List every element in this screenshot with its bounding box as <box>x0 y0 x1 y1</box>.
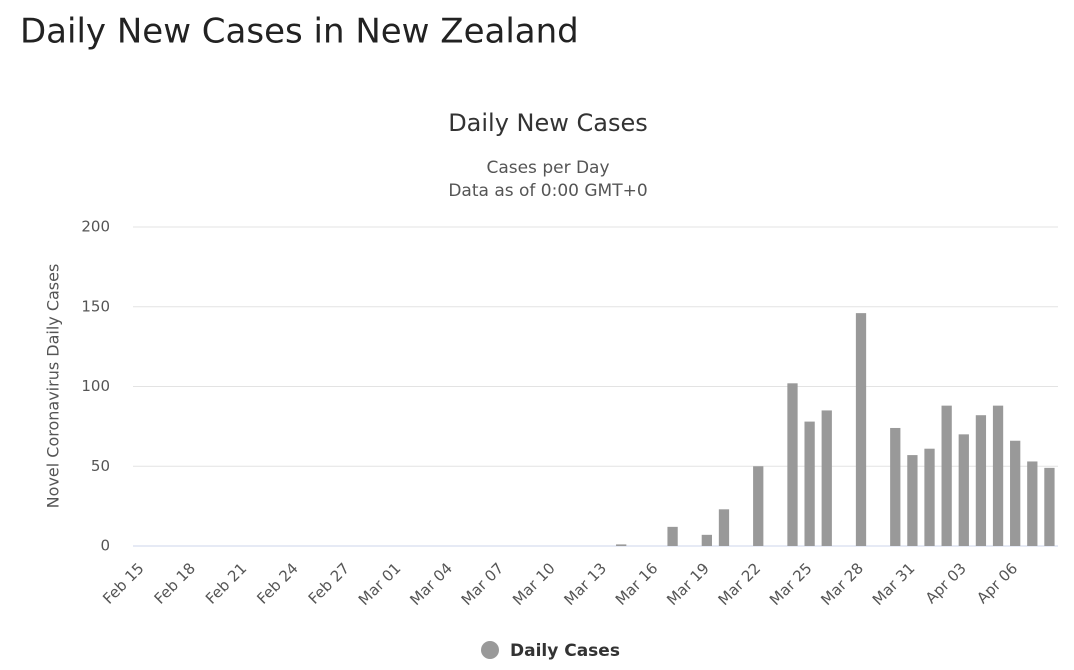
bar <box>958 434 969 546</box>
bar <box>821 410 832 546</box>
bar <box>890 427 901 546</box>
y-tick-label: 150 <box>81 297 110 315</box>
bar <box>701 534 712 546</box>
legend-marker <box>481 641 499 659</box>
chart-subtitle: Data as of 0:00 GMT+0 <box>448 181 647 201</box>
bar <box>941 405 952 546</box>
bar <box>753 466 764 546</box>
bar <box>924 448 935 546</box>
bar <box>1010 440 1021 546</box>
chart-title: Daily New Cases <box>448 109 648 137</box>
bar <box>616 544 627 546</box>
x-tick-label: Feb 15 <box>99 559 147 607</box>
bar <box>855 313 867 546</box>
bar <box>667 526 678 546</box>
y-tick-label: 100 <box>81 377 110 395</box>
x-tick-label: Mar 19 <box>663 559 713 609</box>
x-tick-label: Mar 01 <box>355 559 405 609</box>
bar <box>787 383 798 546</box>
x-tick-label: Mar 07 <box>458 559 508 609</box>
y-tick-label: 200 <box>81 218 110 236</box>
x-tick-label: Mar 25 <box>766 559 816 609</box>
bar <box>975 415 987 546</box>
x-tick-label: Mar 28 <box>817 559 867 609</box>
bar <box>1044 467 1055 546</box>
x-tick-label: Feb 21 <box>202 559 250 607</box>
x-tick-label: Feb 27 <box>305 559 353 607</box>
x-tick-label: Apr 03 <box>922 559 970 607</box>
x-tick-label: Mar 16 <box>612 559 662 609</box>
x-tick-label: Mar 31 <box>869 559 919 609</box>
x-tick-label: Feb 24 <box>253 559 301 607</box>
page-title: Daily New Cases in New Zealand <box>20 12 579 52</box>
y-axis-label: Novel Coronavirus Daily Cases <box>44 264 63 509</box>
x-tick-label: Feb 18 <box>151 559 199 607</box>
legend-label: Daily Cases <box>510 641 620 661</box>
x-tick-label: Mar 13 <box>560 559 610 609</box>
x-tick-label: Mar 10 <box>509 559 559 609</box>
chart-subtitle: Cases per Day <box>486 158 609 178</box>
y-tick-label: 0 <box>100 537 110 555</box>
bar <box>1027 461 1038 546</box>
bar <box>992 405 1004 546</box>
x-tick-label: Mar 04 <box>406 559 456 609</box>
bar <box>804 421 815 546</box>
bar <box>907 455 918 546</box>
x-tick-label: Mar 22 <box>715 559 765 609</box>
bar <box>718 509 730 546</box>
y-tick-label: 50 <box>91 457 110 475</box>
x-tick-label: Apr 06 <box>973 559 1021 607</box>
